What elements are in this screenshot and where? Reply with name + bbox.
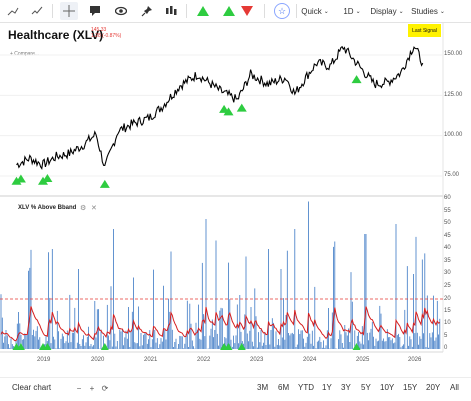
- indicator-axis-label: 30: [444, 270, 451, 276]
- indicator-signal-marker: [237, 343, 246, 350]
- range-15y[interactable]: 15Y: [403, 383, 418, 392]
- last-signal-label: Last Signal: [408, 24, 441, 37]
- indicator-axis-label: 55: [444, 208, 451, 214]
- zoom-in-button[interactable]: +: [89, 383, 95, 393]
- buy-signal-marker: [15, 174, 26, 183]
- line-chart-icon[interactable]: [28, 2, 46, 20]
- toolbar-divider: [296, 4, 297, 18]
- indicator-axis-label: 25: [444, 283, 451, 289]
- green-triangle-icon[interactable]: [220, 2, 238, 20]
- chevron-down-icon: ⌄: [323, 8, 329, 15]
- toolbar-divider: [186, 4, 187, 18]
- eye-icon[interactable]: [112, 2, 130, 20]
- studies-menu[interactable]: Studies ⌄: [410, 2, 446, 20]
- time-axis-label: 2022: [197, 357, 211, 363]
- quick-menu[interactable]: Quick ⌄: [300, 2, 330, 20]
- chevron-down-icon: ⌄: [398, 8, 404, 15]
- indicator-axis-label: 60: [444, 195, 451, 201]
- range-ytd[interactable]: YTD: [298, 383, 314, 392]
- drawing-icon[interactable]: [4, 2, 22, 20]
- star-icon: ☆: [274, 3, 290, 19]
- indicator-moving-average: [0, 306, 441, 342]
- indicator-axis-label: 0: [444, 345, 448, 351]
- compare-button[interactable]: + Compare...: [10, 51, 40, 57]
- display-label: Display: [370, 6, 397, 16]
- interval-menu[interactable]: 1D ⌄: [340, 2, 364, 20]
- buy-signal-marker: [219, 104, 230, 113]
- chevron-down-icon: ⌄: [355, 8, 361, 15]
- indicator-axis-label: 35: [444, 258, 451, 264]
- indicator-signal-marker: [100, 343, 109, 350]
- indicator-signal-marker: [224, 343, 233, 350]
- range-3m[interactable]: 3M: [257, 383, 269, 392]
- close-icon[interactable]: ✕: [91, 205, 97, 212]
- indicator-axis-label: 20: [444, 296, 451, 302]
- indicator-signal-marker: [352, 343, 361, 350]
- buy-signal-marker: [42, 174, 53, 183]
- range-1y[interactable]: 1Y: [322, 383, 332, 392]
- indicator-signal-marker: [39, 343, 47, 350]
- chart-title: Healthcare (XLV): [8, 28, 104, 42]
- buy-signal-marker: [223, 107, 234, 116]
- indicator-axis-label: 40: [444, 245, 451, 251]
- range-3y[interactable]: 3Y: [341, 383, 351, 392]
- favorite-button[interactable]: ☆: [274, 2, 290, 20]
- range-20y[interactable]: 20Y: [426, 383, 441, 392]
- time-axis-label: 2020: [91, 357, 105, 363]
- time-axis-label: 2023: [250, 357, 264, 363]
- pin-icon[interactable]: [138, 2, 156, 20]
- time-axis-label: 2021: [144, 357, 158, 363]
- price-change: 1.28 (-0.87%): [91, 33, 122, 39]
- price-readout: 145.33 1.28 (-0.87%): [91, 27, 121, 39]
- chevron-down-icon: ⌄: [439, 8, 445, 15]
- comment-icon[interactable]: [86, 2, 104, 20]
- indicator-axis-label: 45: [444, 233, 451, 239]
- buy-signal-marker: [38, 176, 48, 185]
- range-all[interactable]: All: [450, 383, 459, 392]
- crosshair-icon[interactable]: [60, 2, 78, 20]
- reset-zoom-icon[interactable]: ⟳: [101, 383, 109, 393]
- range-6m[interactable]: 6M: [278, 383, 290, 392]
- quick-label: Quick: [301, 6, 322, 16]
- buy-signal-marker: [351, 75, 362, 84]
- price-line: [16, 45, 424, 170]
- display-menu[interactable]: Display ⌄: [370, 2, 404, 20]
- studies-label: Studies: [411, 6, 438, 16]
- indicator-signal-marker: [220, 343, 229, 350]
- indicator-axis-label: 5: [444, 333, 448, 339]
- last-price: 145.33: [91, 27, 107, 33]
- gear-icon[interactable]: ⚙: [80, 205, 87, 212]
- buy-signal-icon[interactable]: [194, 2, 212, 20]
- indicator-signal-marker: [43, 343, 52, 350]
- top-toolbar: ☆ Quick ⌄ 1D ⌄ Display ⌄ Studies ⌄: [0, 0, 471, 23]
- indicator-signal-marker: [16, 343, 25, 350]
- sell-signal-icon[interactable]: [238, 2, 256, 20]
- bottom-toolbar: Clear chart − + ⟳ 3M 6M YTD 1Y 3Y 5Y 10Y…: [0, 377, 471, 401]
- interval-label: 1D: [343, 6, 354, 16]
- time-axis-label: 2024: [303, 357, 317, 363]
- buy-signal-marker: [236, 103, 247, 112]
- price-axis-label: 150.00: [444, 51, 463, 57]
- zoom-out-button[interactable]: −: [76, 383, 82, 393]
- price-axis-label: 100.00: [444, 132, 463, 138]
- price-axis-label: 125.00: [444, 92, 463, 98]
- time-axis-label: 2026: [408, 357, 422, 363]
- buy-signal-marker: [11, 176, 22, 185]
- toolbar-divider: [264, 4, 265, 18]
- range-5y[interactable]: 5Y: [361, 383, 371, 392]
- indicator-axis-label: 15: [444, 308, 451, 314]
- indicator-title: XLV % Above Bband: [18, 205, 77, 211]
- time-axis-label: 2019: [37, 357, 51, 363]
- toolbar-divider: [52, 4, 53, 18]
- candlestick-icon[interactable]: [162, 2, 180, 20]
- indicator-axis-label: 50: [444, 220, 451, 226]
- price-axis-label: 75.00: [444, 172, 460, 178]
- range-10y[interactable]: 10Y: [380, 383, 395, 392]
- buy-signal-marker: [99, 179, 110, 188]
- time-axis-label: 2025: [356, 357, 370, 363]
- indicator-signal-marker: [12, 343, 21, 350]
- clear-chart-button[interactable]: Clear chart: [12, 383, 52, 392]
- indicator-axis-label: 10: [444, 320, 451, 326]
